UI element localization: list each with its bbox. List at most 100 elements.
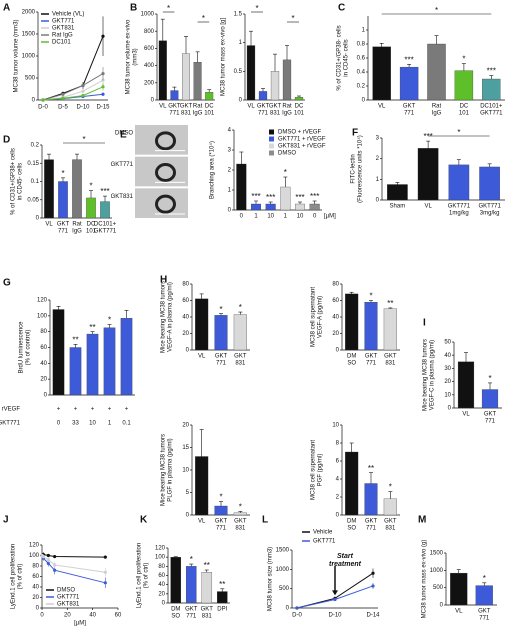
panel-label: G xyxy=(3,278,11,289)
y-tick-label: 10 xyxy=(332,423,339,429)
point xyxy=(61,96,65,100)
y-tick-label: 60 xyxy=(32,574,39,580)
y-tick-label: 40 xyxy=(444,353,451,359)
significance: ** xyxy=(72,335,78,344)
x-axis-label: [µM] xyxy=(74,621,86,627)
bar xyxy=(120,318,133,396)
legend-label: GKT771 xyxy=(52,19,75,25)
y-axis-label: Mice bearing MC38 tumors xyxy=(161,281,167,353)
y-axis-label: % of CD31+/GP38- cells xyxy=(337,25,343,90)
y-tick-label: 4 xyxy=(228,128,232,134)
x-tick-label: GKT771 xyxy=(478,204,501,210)
legend-label: DMSO xyxy=(57,588,75,594)
y-tick-label: 4 xyxy=(336,477,340,483)
x-tick-label: 0 xyxy=(240,214,244,220)
annotation-arrowhead xyxy=(332,590,338,596)
panel-label: C xyxy=(338,3,345,14)
bar xyxy=(214,315,228,351)
bar xyxy=(457,361,475,409)
x-tick-label: 771 xyxy=(169,111,180,117)
significance: * xyxy=(483,574,486,583)
panel-label: J xyxy=(3,515,9,526)
significance: * xyxy=(219,493,222,502)
x-tick-label: 101 xyxy=(294,111,305,117)
row-label: GKT771 xyxy=(0,421,21,427)
bar xyxy=(427,43,446,101)
y-tick-label: 0.4 xyxy=(357,70,366,76)
bar xyxy=(417,148,439,201)
panel-label: H xyxy=(160,275,167,286)
y-axis-label: VEGF-A in plasma (pg/ml) xyxy=(168,282,174,352)
x-tick-label: GKT xyxy=(403,104,416,110)
significance: * xyxy=(219,305,222,314)
y-tick-label: 40 xyxy=(40,361,47,367)
x-tick-label: 771 xyxy=(216,361,227,367)
x-tick-label: 771 xyxy=(366,361,377,367)
x-tick-label: 771 xyxy=(366,526,377,532)
y-tick-label: 500 xyxy=(25,76,36,82)
point xyxy=(103,570,107,574)
bar xyxy=(100,201,110,219)
bar xyxy=(345,451,359,516)
bar xyxy=(383,498,397,516)
y-tick-label: 0.15 xyxy=(27,161,39,167)
x-tick-label: 831 xyxy=(385,361,396,367)
y-tick-label: 1 xyxy=(228,188,232,194)
legend-label: GKT831 xyxy=(52,26,75,32)
y-axis-label: % of CD31+/GP38+ cells xyxy=(11,148,17,215)
significance: * xyxy=(190,555,193,564)
x-tick-label: GKT xyxy=(384,354,397,360)
x-tick-label: GKT xyxy=(215,354,228,360)
x-tick-label: SO xyxy=(171,614,180,620)
y-tick-label: 0.2 xyxy=(357,84,366,90)
x-tick-label: GKT xyxy=(201,607,214,613)
y-tick-label: 0 xyxy=(376,198,380,204)
point xyxy=(371,571,375,575)
row-value: 1 xyxy=(108,421,112,427)
micrograph xyxy=(135,156,188,187)
y-tick-label: 1000 xyxy=(276,567,290,573)
significance: * xyxy=(89,182,92,191)
x-tick-label: 1 xyxy=(284,214,288,220)
point xyxy=(101,85,105,89)
bar xyxy=(448,164,470,201)
x-tick-label: GKT771 xyxy=(480,111,503,117)
x-tick-label: 0 xyxy=(313,214,317,220)
x-tick-label: D-14 xyxy=(366,613,380,619)
panel-label: L xyxy=(262,515,268,526)
point xyxy=(101,92,105,96)
y-tick-label: 1000 xyxy=(22,54,36,60)
bracket-label: * xyxy=(457,128,460,137)
y-tick-label: 60 xyxy=(332,298,339,304)
y-tick-label: 0 xyxy=(336,348,340,354)
x-tick-label: GKT xyxy=(384,519,397,525)
bar xyxy=(251,203,261,211)
y-tick-label: 5 xyxy=(186,490,190,496)
y-tick-label: 15 xyxy=(182,445,189,451)
series-line xyxy=(41,555,106,584)
point xyxy=(53,563,57,567)
bar xyxy=(233,314,247,351)
bar xyxy=(345,293,359,351)
x-tick-label: 831 xyxy=(235,526,246,532)
x-tick-label: 10 xyxy=(297,214,304,220)
significance: * xyxy=(239,503,242,512)
x-tick-label: SO xyxy=(347,526,356,532)
legend-label: Vehicle xyxy=(313,530,333,536)
point xyxy=(295,606,299,610)
y-tick-label: 2000 xyxy=(22,10,36,16)
y-tick-label: 80 xyxy=(40,329,47,335)
y-tick-label: 20 xyxy=(182,331,189,337)
x-tick-label: D-0 xyxy=(38,105,48,111)
bar xyxy=(481,389,499,409)
x-tick-label: GKT xyxy=(180,104,193,110)
y-axis-label: MC38 tumor size (mm3) xyxy=(268,547,274,611)
bar xyxy=(201,572,213,604)
y-tick-label: 20 xyxy=(332,331,339,337)
significance: *** xyxy=(423,132,432,141)
significance: * xyxy=(108,316,111,325)
x-tick-label: GKT xyxy=(269,104,282,110)
y-axis-label: (mm3) xyxy=(133,48,139,65)
y-tick-label: 60 xyxy=(40,345,47,351)
bar xyxy=(193,62,202,101)
